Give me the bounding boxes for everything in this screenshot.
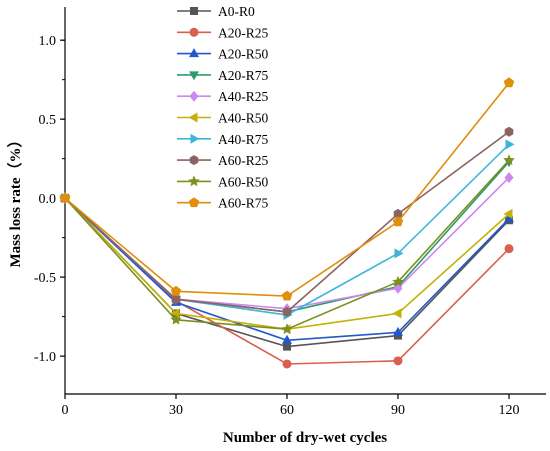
legend-item: A60-R50 xyxy=(177,174,268,189)
legend-item: A60-R25 xyxy=(177,153,268,168)
legend-item: A40-R25 xyxy=(177,89,268,104)
legend-marker xyxy=(188,112,198,123)
data-point xyxy=(392,308,402,319)
y-tick-label: 0.0 xyxy=(39,192,57,207)
data-point xyxy=(393,326,403,336)
data-point xyxy=(170,285,182,296)
x-tick-label: 60 xyxy=(280,403,294,418)
x-tick-label: 90 xyxy=(391,403,405,418)
data-point xyxy=(59,192,71,203)
legend-item: A20-R50 xyxy=(177,47,268,62)
legend-item: A0-R0 xyxy=(177,4,255,19)
legend-label: A40-R25 xyxy=(218,89,268,104)
x-tick-label: 30 xyxy=(169,403,183,418)
y-tick-label: 0.5 xyxy=(39,113,57,128)
legend-label: A60-R50 xyxy=(218,174,268,189)
x-tick-label: 0 xyxy=(62,403,69,418)
y-tick-label: -1.0 xyxy=(34,350,56,365)
series-line xyxy=(64,197,510,342)
legend-item: A40-R75 xyxy=(177,132,268,147)
y-axis-title: Mass loss rate（%） xyxy=(6,133,24,268)
data-point xyxy=(504,126,514,137)
legend-marker xyxy=(190,133,200,144)
data-point xyxy=(504,244,514,254)
data-point xyxy=(282,334,292,344)
data-point xyxy=(170,313,182,325)
legend-item: A20-R25 xyxy=(177,25,268,40)
x-axis-title: Number of dry-wet cycles xyxy=(223,430,387,446)
data-point xyxy=(504,213,514,223)
data-point xyxy=(171,294,181,305)
legend-label: A20-R25 xyxy=(218,25,268,40)
data-point xyxy=(281,290,293,301)
legend-marker xyxy=(190,7,198,15)
legend-label: A60-R25 xyxy=(218,153,268,168)
legend-item: A20-R75 xyxy=(177,68,268,83)
data-point xyxy=(503,208,513,219)
data-point xyxy=(393,356,403,366)
series-line xyxy=(64,131,510,313)
legend-label: A20-R50 xyxy=(218,47,268,62)
data-point xyxy=(281,323,293,335)
data-point xyxy=(503,77,515,88)
legend-marker xyxy=(189,155,199,166)
data-point xyxy=(392,216,404,227)
legend-label: A0-R0 xyxy=(218,4,255,19)
y-tick-label: 1.0 xyxy=(39,34,57,49)
legend-marker xyxy=(189,27,199,37)
legend-marker xyxy=(189,71,199,81)
legend-item: A40-R50 xyxy=(177,111,268,126)
series-a60-r75 xyxy=(59,77,515,301)
series-line xyxy=(64,82,510,297)
legend-label: A60-R75 xyxy=(218,196,268,211)
data-point xyxy=(392,275,404,287)
legend-marker xyxy=(188,175,200,187)
x-tick-label: 120 xyxy=(499,403,520,418)
y-tick-label: -0.5 xyxy=(34,271,56,286)
data-point xyxy=(282,306,292,317)
legend-label: A20-R75 xyxy=(218,68,268,83)
legend-item: A60-R75 xyxy=(177,196,268,211)
legend-label: A40-R50 xyxy=(218,111,268,126)
legend-label: A40-R75 xyxy=(218,132,268,147)
data-point xyxy=(504,172,514,184)
legend-marker xyxy=(189,90,199,102)
data-point xyxy=(503,154,515,166)
data-point xyxy=(283,342,291,351)
data-point xyxy=(505,139,515,150)
legend-marker xyxy=(188,197,200,208)
data-point xyxy=(170,308,180,319)
data-point xyxy=(394,248,404,259)
data-point xyxy=(282,359,292,369)
legend-marker xyxy=(189,48,199,58)
data-point xyxy=(393,208,403,219)
series-a60-r25 xyxy=(60,126,514,317)
